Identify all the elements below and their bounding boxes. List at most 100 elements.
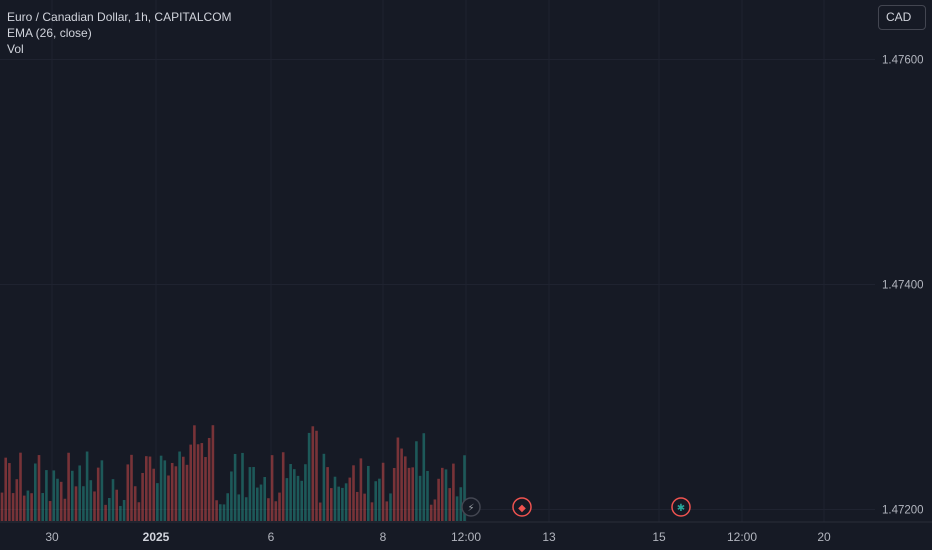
volume-bar — [274, 501, 278, 521]
volume-bar — [244, 497, 248, 521]
volume-bar — [248, 467, 252, 521]
volume-bar — [167, 475, 170, 521]
volume-bar — [389, 493, 392, 521]
price-tick-label: 1.47600 — [882, 55, 924, 67]
volume-bar — [215, 500, 218, 521]
volume-bar — [119, 505, 122, 521]
time-tick-label: 20 — [817, 530, 831, 544]
volume-bar — [355, 491, 359, 521]
volume-indicator-label[interactable]: Vol — [7, 42, 24, 56]
time-tick-label: 2025 — [143, 530, 170, 544]
volume-bar — [148, 456, 152, 521]
volume-bar — [185, 464, 189, 521]
volume-bar — [111, 479, 115, 521]
volume-bar — [196, 444, 200, 521]
volume-bar — [126, 464, 130, 521]
price-tick-label: 1.47400 — [882, 280, 924, 292]
lightning-event-icon[interactable]: ⚡ — [461, 497, 481, 517]
volume-bar — [174, 466, 178, 521]
volume-bar — [230, 471, 233, 521]
volume-bar — [452, 463, 455, 521]
volume-bar — [56, 478, 59, 521]
price-axis-bg — [875, 0, 932, 550]
volume-bar — [359, 458, 363, 521]
time-tick-label: 6 — [268, 530, 275, 544]
volume-bar — [378, 478, 381, 521]
currency-button[interactable]: CAD — [878, 5, 926, 30]
price-tick-label: 1.47200 — [882, 505, 924, 517]
volume-bar — [367, 465, 370, 521]
time-tick-label: 15 — [652, 530, 666, 544]
volume-bar — [370, 502, 374, 521]
eu-flag-event-icon[interactable]: ✱ — [671, 497, 691, 517]
volume-bar — [300, 480, 303, 521]
volume-bar — [441, 467, 444, 521]
volume-bar — [219, 504, 222, 521]
volume-bar — [96, 467, 100, 521]
event-icon-ring — [671, 497, 691, 517]
event-icons[interactable]: ⚡ ◆ ✱ — [461, 497, 691, 517]
volume-bar — [459, 487, 463, 521]
event-icon-ring — [512, 497, 532, 517]
volume-bar — [315, 430, 318, 521]
symbol-title[interactable]: Euro / Canadian Dollar, 1h, CAPITALCOM — [7, 10, 232, 24]
volume-bar — [200, 443, 204, 521]
canada-flag-event-icon[interactable]: ◆ — [512, 497, 532, 517]
volume-bar — [4, 457, 7, 521]
volume-bar — [141, 472, 144, 521]
volume-bar — [34, 463, 37, 521]
volume-bar — [289, 464, 292, 521]
volume-bar — [89, 480, 93, 521]
ema-indicator-label[interactable]: EMA (26, close) — [7, 26, 92, 40]
volume-bar — [418, 475, 422, 521]
volume-bar — [189, 444, 192, 521]
volume-bar — [78, 465, 81, 521]
volume-bar — [178, 451, 181, 521]
volume-bar — [63, 498, 67, 521]
volume-bar — [337, 486, 340, 521]
volume-bar — [256, 487, 259, 521]
volume-bar — [407, 467, 411, 521]
volume-bar — [333, 476, 337, 521]
volume-bar — [115, 489, 118, 521]
volume-bar — [318, 502, 322, 521]
time-tick-label: 12:00 — [451, 530, 481, 544]
volume-bar — [182, 456, 185, 521]
volume-bar — [133, 486, 137, 521]
volume-bar — [270, 455, 274, 521]
volume-bar — [363, 493, 366, 521]
volume-bar — [455, 496, 459, 521]
volume-bar — [344, 483, 348, 521]
volume-bar — [415, 441, 418, 521]
volume-bar — [59, 481, 63, 521]
volume-bar — [307, 432, 311, 521]
volume-bar — [429, 504, 433, 521]
volume-bar — [163, 460, 167, 521]
volume-bar — [437, 478, 440, 521]
volume-bar — [122, 500, 126, 521]
volume-bar — [385, 501, 389, 521]
volume-bar — [226, 493, 229, 521]
time-tick-label: 8 — [380, 530, 387, 544]
volume-bar — [11, 493, 15, 521]
volume-bar — [352, 465, 355, 521]
volume-bar — [19, 452, 22, 521]
volume-bar — [45, 470, 48, 521]
volume-bar — [293, 469, 296, 521]
price-axis[interactable]: 1.492001.490001.488001.486001.484001.482… — [875, 0, 932, 550]
volume-bar — [41, 493, 44, 521]
volume-bar — [82, 486, 85, 521]
volume-bar — [426, 470, 429, 521]
volume-bar — [374, 481, 377, 521]
volume-bar — [241, 452, 244, 521]
volume-bar — [145, 456, 148, 521]
event-icon-glyph: ⚡ — [467, 503, 474, 514]
event-icon-glyph: ✱ — [677, 503, 685, 514]
time-axis[interactable]: 30 2025 6 8 12:00 13 15 12:00 20 — [0, 521, 932, 544]
volume-bar — [22, 495, 26, 521]
volume-bar — [330, 488, 333, 521]
volume-bar — [281, 452, 285, 521]
volume-bar — [0, 492, 4, 521]
volume-bar — [400, 448, 403, 521]
